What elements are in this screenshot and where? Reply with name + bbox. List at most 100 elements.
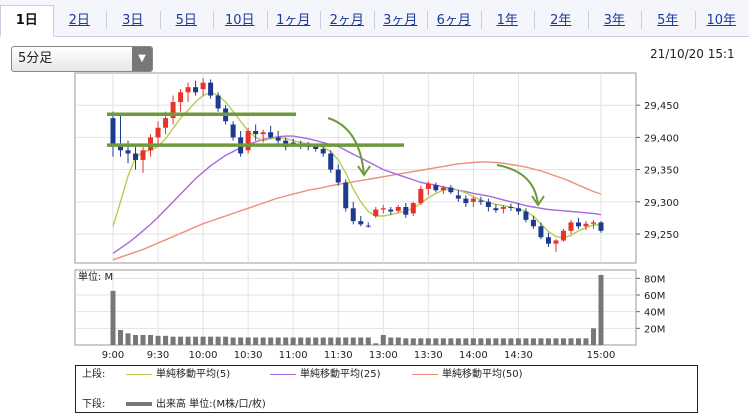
candle-body [410, 203, 416, 214]
ma50-line [112, 161, 602, 261]
legend-item-ma50: 単純移動平均(50) [412, 368, 523, 382]
candle-body [515, 208, 521, 212]
candle-body [133, 153, 139, 160]
tab-separator [427, 11, 428, 29]
annotation-arrow-1 [327, 117, 365, 176]
volume-unit-label: 単位: M [78, 270, 113, 283]
tab-10[interactable]: 2年 [550, 13, 572, 28]
legend-upper-row: 上段: 単純移動平均(5) 単純移動平均(25) 単純移動平均(50) [82, 368, 682, 382]
candle-body [350, 208, 356, 222]
volume-bar [448, 338, 454, 345]
volume-bar [185, 336, 191, 345]
legend-upper-label: 上段: [82, 369, 106, 380]
volume-bar [193, 336, 199, 345]
tab-separator [159, 11, 161, 29]
volume-bar [313, 337, 319, 345]
volume-ytick-label: 40M [644, 308, 665, 319]
candle-body [185, 87, 191, 93]
candle-body [403, 206, 409, 215]
tab-11[interactable]: 3年 [603, 13, 625, 28]
volume-bar [530, 338, 536, 345]
period-tabs: 1日 2日 3日 5日 10日 1ヶ月 2ヶ月 3ヶ月 6ヶ月 1年 2年 3年 5年 10年 [0, 0, 749, 37]
x-tick-label: 11:00 [279, 350, 308, 361]
volume-bar [305, 337, 311, 345]
candle-body [335, 169, 341, 183]
volume-bar [133, 335, 139, 345]
tab-7[interactable]: 3ヶ月 [383, 13, 418, 28]
tab-1[interactable]: 2日 [68, 13, 90, 28]
price-volume-chart: 9:00 9:30 10:00 10:30 11:00 11:30 13:00 13:30 14… [74, 72, 679, 361]
volume-bar [163, 335, 169, 345]
tab-6[interactable]: 2ヶ月 [329, 13, 364, 28]
candle-body [463, 198, 469, 204]
tab-2[interactable]: 3日 [122, 13, 144, 28]
tab-separator [480, 11, 482, 29]
tab-3[interactable]: 5日 [175, 13, 197, 28]
volume-bar [545, 338, 551, 345]
volume-bar [290, 337, 296, 345]
tab-13[interactable]: 10年 [706, 13, 737, 28]
volume-bar [215, 336, 221, 345]
volume-bar [328, 337, 334, 345]
tab-4[interactable]: 10日 [224, 13, 255, 28]
volume-bar [583, 338, 589, 345]
legend-swatch-ma5 [126, 373, 152, 375]
volume-bar [463, 338, 469, 345]
tab-0[interactable]: 1日 [0, 5, 54, 37]
volume-bar [395, 337, 401, 345]
tab-8[interactable]: 6ヶ月 [436, 13, 471, 28]
tab-9[interactable]: 1年 [496, 13, 518, 28]
volume-bar [178, 336, 184, 345]
volume-bar [403, 338, 409, 345]
volume-bar [590, 328, 596, 345]
x-tick-label: 9:00 [102, 350, 124, 361]
candle-body [388, 209, 394, 212]
price-ytick-label: 29,300 [644, 198, 679, 209]
volume-bar [470, 338, 476, 345]
candle-body [425, 183, 431, 189]
volume-ytick-label: 20M [644, 324, 665, 335]
volume-bar [538, 338, 544, 345]
candle-body [508, 206, 514, 208]
candle-body [590, 222, 596, 224]
volume-bar [125, 333, 131, 345]
volume-bar [260, 337, 266, 345]
legend-swatch-ma25 [270, 373, 296, 375]
volume-bar [373, 343, 379, 345]
volume-bar [365, 337, 371, 345]
candle-body [290, 142, 296, 144]
volume-ytick-label: 60M [644, 291, 665, 302]
candle-body [118, 143, 124, 151]
volume-bar [575, 338, 581, 345]
interval-select[interactable]: 5分足 ▼ [11, 46, 153, 72]
candle-body [448, 187, 454, 193]
volume-bar [268, 337, 274, 345]
x-tick-label: 11:30 [324, 350, 353, 361]
candle-body [193, 87, 199, 93]
candle-body [343, 182, 349, 209]
tab-12[interactable]: 5年 [657, 13, 679, 28]
volume-panel [74, 269, 637, 346]
candle-body [478, 200, 484, 202]
candle-body [523, 211, 529, 220]
candle-body [268, 132, 274, 138]
tab-5[interactable]: 1ヶ月 [276, 13, 311, 28]
candle-body [545, 237, 551, 244]
volume-bar [298, 337, 304, 345]
volume-bar [350, 337, 356, 345]
tab-separator [266, 11, 268, 29]
x-tick-label: 10:30 [234, 350, 263, 361]
volume-bar [380, 335, 386, 345]
candle-body [530, 219, 536, 227]
candle-body [155, 127, 161, 138]
candle-body [365, 225, 371, 227]
ma25-line [112, 135, 602, 254]
volume-bar [343, 337, 349, 345]
candle-body [553, 240, 559, 244]
volume-bar [455, 338, 461, 345]
volume-bar [500, 338, 506, 345]
candle-body [538, 226, 544, 238]
tab-separator [106, 11, 107, 29]
legend-box: 上段: 単純移動平均(5) 単純移動平均(25) 単純移動平均(50) 下段: … [75, 365, 698, 413]
candle-body [125, 150, 131, 154]
